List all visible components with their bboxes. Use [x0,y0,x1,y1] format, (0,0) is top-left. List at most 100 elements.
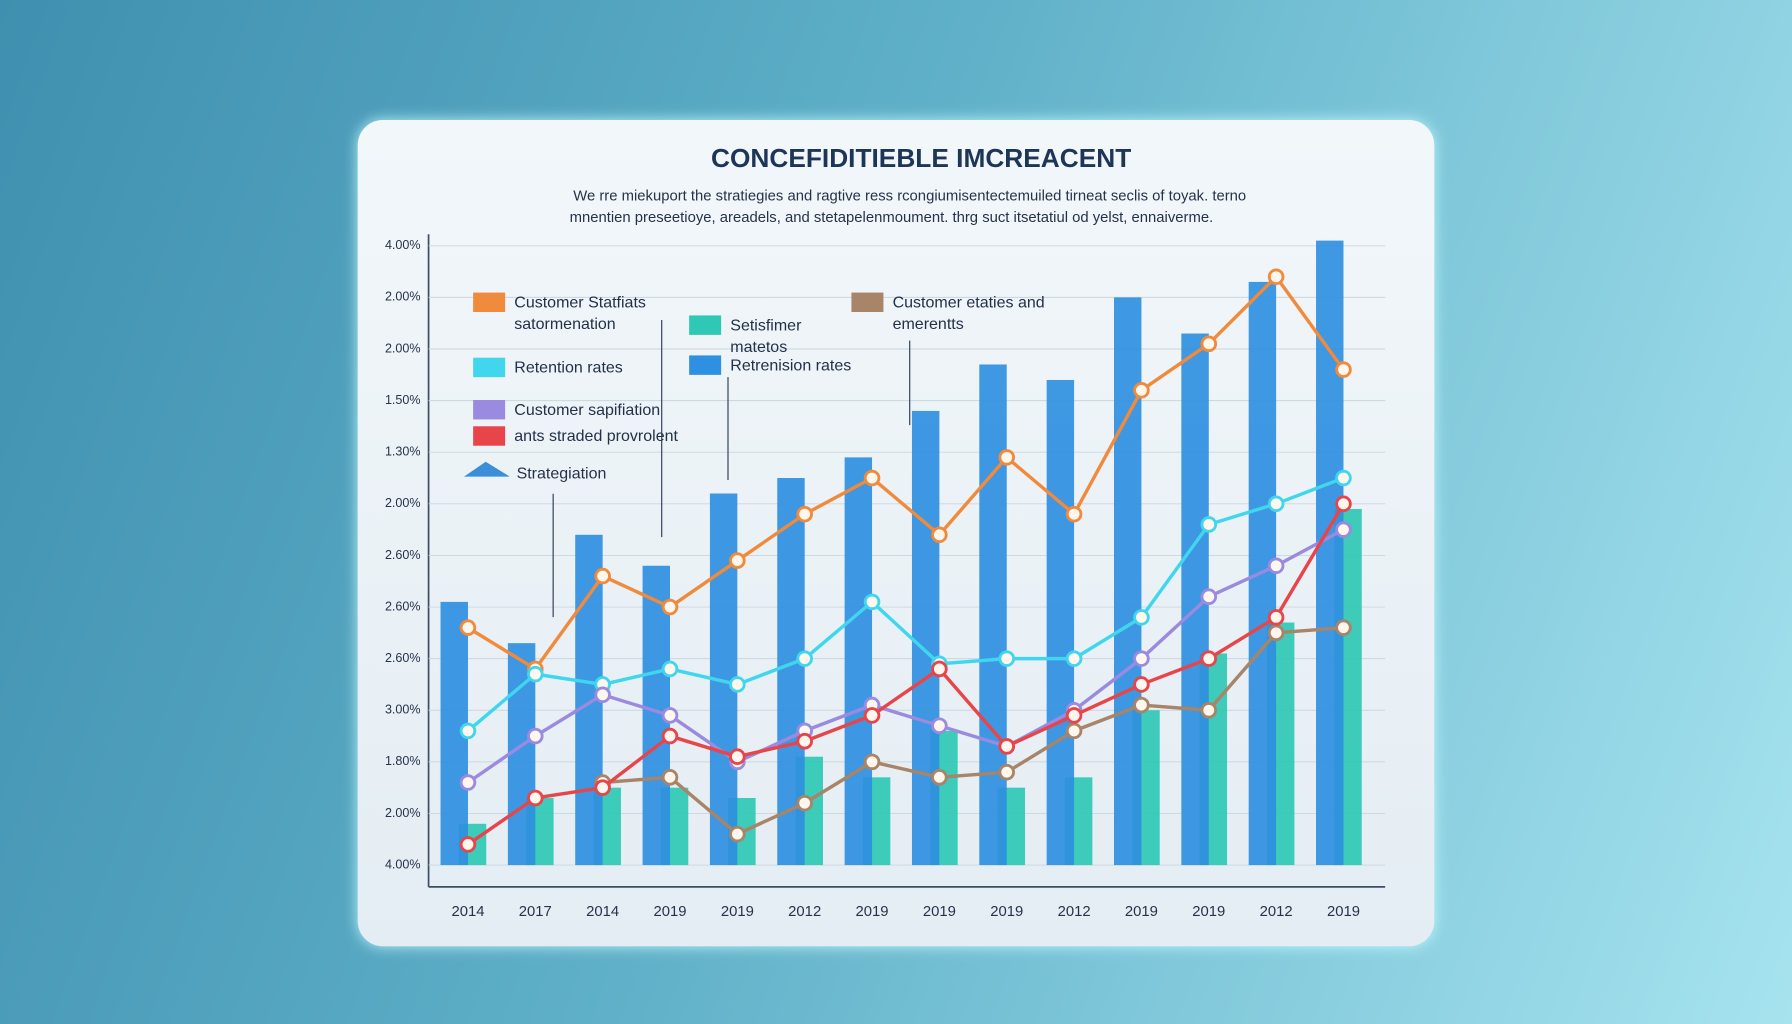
annotation: Strategiation [517,466,607,483]
point [931,660,948,678]
y-tick-label: 2.60% [385,548,421,562]
point [527,665,544,683]
point [1267,609,1285,626]
point [998,738,1016,755]
legend-label: Retrenision rates [730,355,852,374]
bar [979,364,1007,866]
y-tick-label: 1.50% [385,393,421,407]
legend-label: Customer sapifiation [514,400,661,419]
x-tick-label: 2012 [788,904,821,920]
bar [911,410,940,866]
point [796,794,813,812]
point [1267,495,1285,513]
point [1133,650,1150,667]
point [661,660,679,678]
point [594,567,611,585]
point [1200,588,1218,605]
point [459,619,477,636]
legend-label-box: Customer sapifiation [514,400,661,419]
y-tick-label: 1.30% [385,445,421,459]
x-tick-label: 2012 [1260,904,1293,920]
y-tick-label: 2.00% [385,341,421,355]
x-tick-label: 2012 [1058,904,1091,920]
point [863,469,881,487]
legend-label-box: Customer etaties and emerentts [892,292,1045,333]
x-tick-label: 2019 [856,904,889,920]
point [931,717,948,735]
x-tick-label: 2019 [1125,904,1158,920]
line [467,275,1345,671]
x-tick-label: 2014 [451,904,484,920]
point [1133,609,1150,626]
line [466,528,1345,784]
y-tick-label: 4.00% [385,238,421,252]
x-tick-label: 2019 [1192,904,1225,920]
point [1335,495,1352,513]
point [729,748,746,765]
point [1133,696,1150,714]
y-tick-label: 1.80% [385,754,421,768]
point [594,779,611,796]
point [527,727,544,745]
point [1267,268,1285,286]
subtitle: We rre miekuport the stratiegies and rag… [573,188,1246,204]
point [1065,650,1083,667]
point [1133,676,1150,693]
point [729,552,746,569]
legend: Customer Statfiats satormenation Setisfim… [473,292,1045,446]
point [1335,469,1352,487]
point [1267,624,1285,642]
line [466,502,1345,846]
x-tick-label: 2019 [923,904,956,920]
legend-swatch [473,400,506,420]
legend-label-box: ants straded provrolent [514,426,678,445]
y-tick-label: 2.00% [385,496,421,510]
point [1200,650,1218,667]
point [594,686,611,704]
legend-label: Customer etaties and emerentts [892,292,1045,333]
x-tick-label: 2019 [653,904,686,920]
y-tick-label: 2.60% [385,651,421,665]
card [357,120,1435,947]
point [1065,722,1083,740]
legend-label-box: Retrenision rates [730,355,852,374]
bar [1316,240,1344,866]
line [466,476,1345,733]
point [1065,505,1083,523]
bar [1046,379,1075,866]
point [931,769,948,786]
point [1267,557,1285,575]
y-tick-label: 2.00% [385,806,421,820]
x-tick-label: 2019 [1327,904,1360,920]
y-tick-label: 2.00% [385,290,421,304]
legend-swatch [851,292,884,312]
chart-title: CONCEFIDITIEBLE IMCREACENT [711,143,1131,173]
legend-swatch [689,355,722,375]
point [459,774,477,791]
annotation-icon [464,461,510,477]
point [661,727,679,745]
legend-label: ants straded provrolent [514,426,678,445]
x-tick-label: 2019 [721,904,754,920]
point [796,505,813,523]
line [602,625,1344,836]
y-tick-label: 3.00% [385,703,421,717]
point [729,825,746,843]
point [729,676,746,693]
point [459,836,477,853]
legend-label-box: Retention rates [514,358,623,376]
point [459,722,477,740]
legend-swatch [689,315,722,335]
legend-label-box: Customer Statfiats satormenation [514,293,646,333]
point [1200,516,1218,533]
point [1335,361,1352,378]
y-tick-label: 4.00% [385,857,421,871]
point [661,707,679,724]
point [1200,335,1218,353]
bar [1114,297,1142,866]
legend-swatch [473,426,506,446]
point [931,526,948,544]
point [796,732,813,750]
point [998,763,1016,781]
